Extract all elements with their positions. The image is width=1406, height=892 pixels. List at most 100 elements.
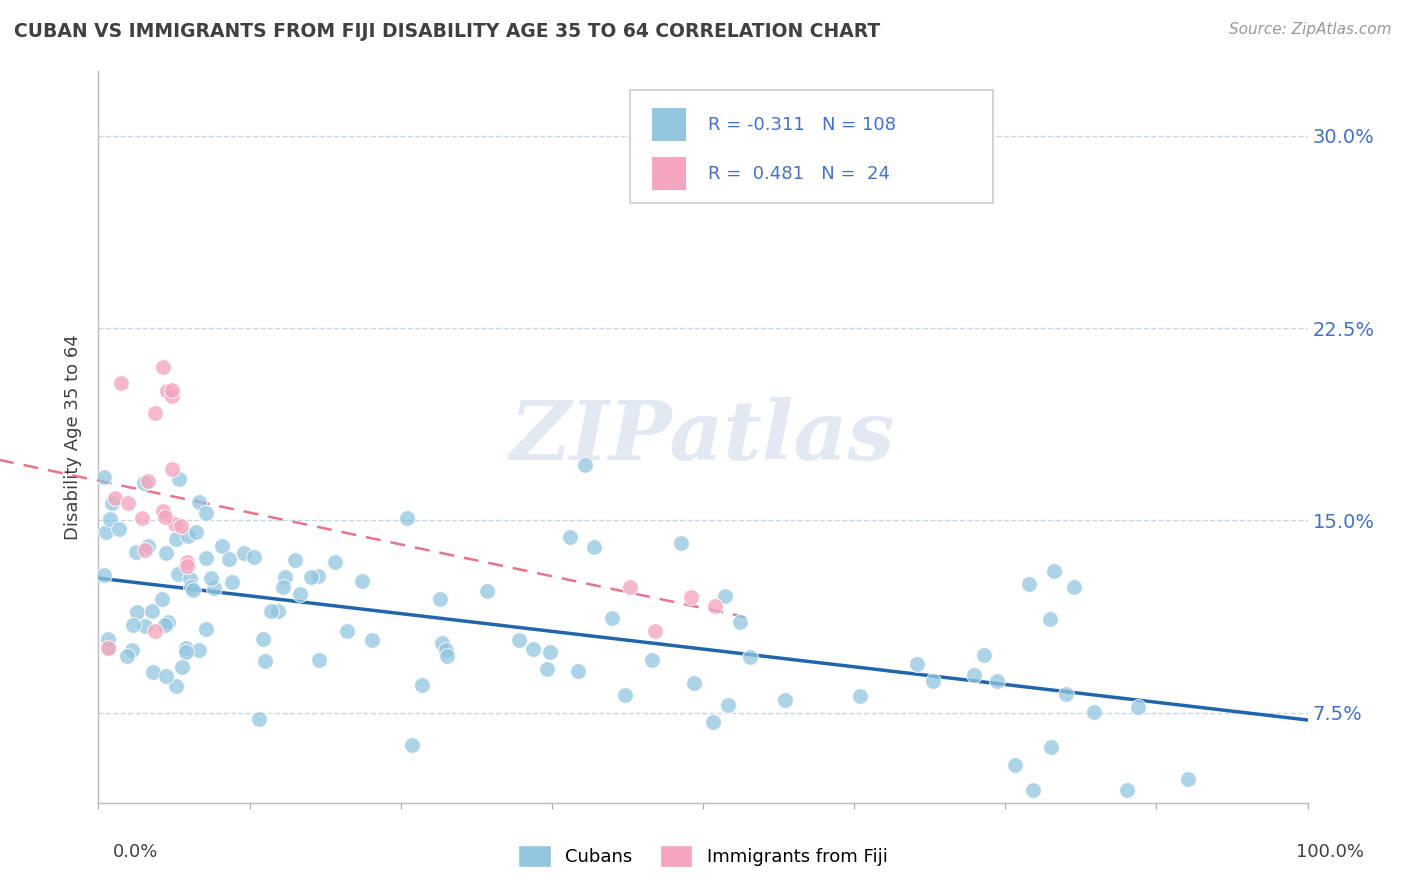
Point bbox=[1126, 699, 1149, 714]
Text: R =  0.481   N =  24: R = 0.481 N = 24 bbox=[707, 165, 890, 183]
Point bbox=[152, 360, 174, 375]
Point bbox=[160, 389, 183, 403]
Point bbox=[98, 641, 121, 656]
Point bbox=[165, 679, 187, 693]
Point bbox=[195, 622, 218, 636]
Point bbox=[1039, 612, 1062, 626]
Point bbox=[174, 645, 197, 659]
Point bbox=[108, 523, 131, 537]
Point bbox=[127, 605, 149, 619]
Point bbox=[641, 652, 664, 666]
Point bbox=[679, 590, 702, 604]
Point bbox=[538, 645, 561, 659]
Point bbox=[271, 580, 294, 594]
Point bbox=[150, 592, 173, 607]
FancyBboxPatch shape bbox=[652, 157, 686, 190]
Point bbox=[717, 698, 740, 713]
Point bbox=[307, 569, 329, 583]
Point bbox=[188, 643, 211, 657]
Point bbox=[288, 587, 311, 601]
Point bbox=[142, 665, 165, 680]
Point bbox=[267, 604, 290, 618]
Point bbox=[101, 495, 124, 509]
Point bbox=[905, 657, 928, 672]
Point bbox=[773, 693, 796, 707]
Point bbox=[156, 615, 179, 629]
Point bbox=[211, 539, 233, 553]
Point bbox=[283, 552, 305, 566]
Point bbox=[614, 689, 637, 703]
Text: CUBAN VS IMMIGRANTS FROM FIJI DISABILITY AGE 35 TO 64 CORRELATION CHART: CUBAN VS IMMIGRANTS FROM FIJI DISABILITY… bbox=[14, 22, 880, 41]
Point bbox=[181, 582, 204, 597]
Point bbox=[117, 648, 139, 663]
Point bbox=[134, 619, 156, 633]
Point bbox=[1018, 577, 1040, 591]
Text: 0.0%: 0.0% bbox=[112, 843, 157, 861]
Point bbox=[174, 641, 197, 656]
Point bbox=[1083, 705, 1105, 719]
Point bbox=[429, 592, 451, 607]
Text: 100.0%: 100.0% bbox=[1296, 843, 1364, 861]
Point bbox=[110, 376, 132, 391]
Point bbox=[176, 529, 198, 543]
Point bbox=[1177, 772, 1199, 787]
Point bbox=[308, 653, 330, 667]
Legend: Cubans, Immigrants from Fiji: Cubans, Immigrants from Fiji bbox=[512, 838, 894, 874]
Point bbox=[728, 615, 751, 629]
Point bbox=[299, 570, 322, 584]
Point bbox=[260, 604, 283, 618]
Point bbox=[986, 674, 1008, 689]
Point bbox=[218, 551, 240, 566]
Point bbox=[714, 589, 737, 603]
Point bbox=[1054, 687, 1077, 701]
Point bbox=[336, 624, 359, 638]
Point bbox=[849, 689, 872, 703]
Point bbox=[738, 649, 761, 664]
Point bbox=[132, 476, 155, 491]
Point bbox=[200, 571, 222, 585]
Point bbox=[560, 530, 582, 544]
Point bbox=[143, 405, 166, 419]
Point bbox=[97, 641, 120, 656]
Point bbox=[155, 384, 177, 399]
Point bbox=[682, 675, 704, 690]
Point bbox=[93, 567, 115, 582]
Point bbox=[233, 546, 256, 560]
Point bbox=[669, 536, 692, 550]
Point bbox=[153, 618, 176, 632]
Point bbox=[136, 474, 159, 488]
Point bbox=[254, 654, 277, 668]
Point bbox=[430, 636, 453, 650]
Point bbox=[96, 525, 118, 540]
Point bbox=[167, 566, 190, 581]
Point bbox=[162, 461, 184, 475]
Point bbox=[411, 678, 433, 692]
Point bbox=[1115, 783, 1137, 797]
Point bbox=[1021, 783, 1043, 797]
Point bbox=[104, 491, 127, 505]
Point bbox=[136, 539, 159, 553]
Point bbox=[401, 738, 423, 752]
Point bbox=[162, 383, 184, 397]
Point bbox=[1039, 740, 1062, 755]
Point bbox=[252, 632, 274, 647]
Point bbox=[202, 581, 225, 595]
Point bbox=[176, 555, 198, 569]
Point bbox=[1004, 757, 1026, 772]
Point bbox=[98, 512, 121, 526]
Y-axis label: Disability Age 35 to 64: Disability Age 35 to 64 bbox=[65, 334, 83, 540]
Point bbox=[188, 495, 211, 509]
Point bbox=[644, 624, 666, 639]
Point bbox=[962, 668, 984, 682]
Point bbox=[508, 632, 530, 647]
Point bbox=[141, 604, 163, 618]
Point bbox=[155, 669, 177, 683]
Point bbox=[125, 545, 148, 559]
Point bbox=[921, 674, 943, 689]
Point bbox=[704, 599, 727, 613]
Point bbox=[122, 618, 145, 632]
Text: R = -0.311   N = 108: R = -0.311 N = 108 bbox=[707, 116, 896, 134]
Point bbox=[536, 662, 558, 676]
FancyBboxPatch shape bbox=[652, 108, 686, 141]
Point bbox=[134, 542, 156, 557]
